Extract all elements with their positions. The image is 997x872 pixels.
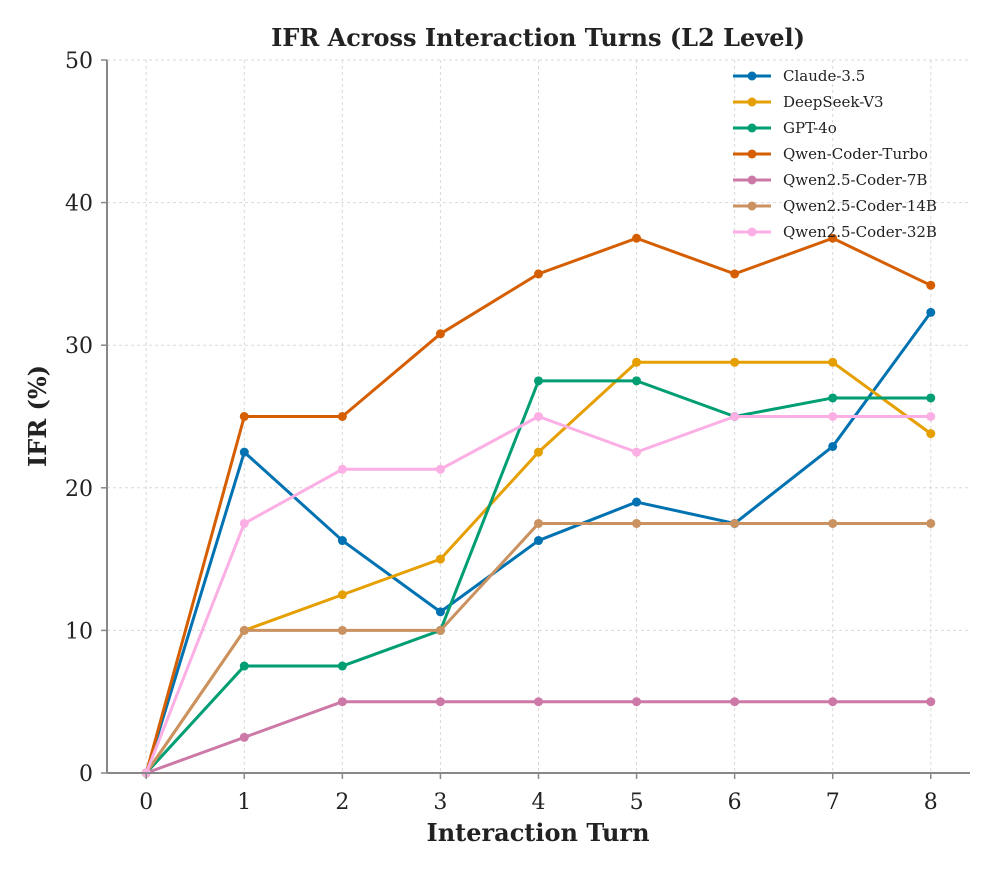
data-point: [337, 625, 347, 635]
legend-item: DeepSeek-V3: [733, 93, 884, 111]
data-point: [632, 233, 642, 243]
legend-item: Claude-3.5: [733, 67, 865, 85]
legend-marker: [747, 97, 757, 107]
legend-label: DeepSeek-V3: [783, 93, 884, 111]
data-point: [632, 357, 642, 367]
legend-marker: [747, 149, 757, 159]
data-point: [632, 497, 642, 507]
legend-item: Qwen2.5-Coder-7B: [733, 171, 927, 189]
legend-label: Qwen-Coder-Turbo: [783, 145, 928, 163]
legend-marker: [747, 201, 757, 211]
legend-item: Qwen2.5-Coder-14B: [733, 197, 937, 215]
data-point: [730, 412, 740, 421]
data-point: [435, 464, 445, 474]
legend-label: Claude-3.5: [783, 67, 865, 85]
data-point: [337, 464, 347, 474]
data-point: [926, 697, 936, 707]
data-point: [926, 307, 936, 317]
data-point: [435, 554, 445, 564]
data-point: [926, 280, 936, 290]
x-tick-label: 5: [630, 790, 644, 815]
data-point: [534, 697, 543, 707]
data-point: [828, 393, 838, 403]
legend-label: Qwen2.5-Coder-32B: [783, 223, 937, 241]
data-point: [337, 697, 347, 707]
data-point: [239, 412, 249, 421]
y-tick-label: 0: [79, 762, 93, 787]
data-point: [828, 518, 838, 528]
x-tick-label: 1: [237, 790, 251, 815]
y-tick-label: 40: [65, 192, 93, 217]
data-point: [534, 376, 543, 386]
y-tick-label: 20: [65, 477, 93, 502]
legend: Claude-3.5 DeepSeek-V3 GPT-4o Qwen-Coder-Tu…: [733, 67, 937, 241]
data-point: [534, 412, 543, 421]
ticks: 0 10 20 30 40 50 0 1 2 3 4 5 6 7 8: [65, 49, 938, 815]
legend-label: GPT-4o: [783, 119, 837, 137]
data-point: [926, 429, 936, 439]
x-tick-label: 2: [335, 790, 349, 815]
y-tick-label: 50: [65, 49, 93, 74]
data-point: [632, 447, 642, 457]
legend-item: GPT-4o: [733, 119, 837, 137]
x-tick-label: 3: [433, 790, 447, 815]
legend-item: Qwen-Coder-Turbo: [733, 145, 928, 163]
x-tick-label: 7: [826, 790, 840, 815]
chart-title: IFR Across Interaction Turns (L2 Level): [271, 23, 805, 52]
data-point: [828, 233, 838, 243]
x-tick-label: 8: [924, 790, 938, 815]
x-tick-label: 4: [532, 790, 546, 815]
data-point: [828, 357, 838, 367]
data-point: [337, 590, 347, 600]
data-point: [337, 412, 347, 421]
data-point: [435, 697, 445, 707]
data-point: [632, 376, 642, 386]
data-point: [534, 269, 543, 279]
legend-label: Qwen2.5-Coder-14B: [783, 197, 937, 215]
legend-marker: [747, 175, 757, 185]
legend-item: Qwen2.5-Coder-32B: [733, 223, 937, 241]
data-point: [632, 697, 642, 707]
data-point: [534, 536, 543, 546]
x-tick-label: 6: [728, 790, 742, 815]
x-tick-label: 0: [139, 790, 153, 815]
data-point: [926, 393, 936, 403]
y-tick-label: 10: [65, 619, 93, 644]
data-point: [239, 625, 249, 635]
data-point: [730, 697, 740, 707]
data-point: [239, 447, 249, 457]
data-point: [828, 697, 838, 707]
data-point: [926, 412, 936, 421]
data-point: [239, 732, 249, 742]
y-tick-label: 30: [65, 334, 93, 359]
data-point: [337, 661, 347, 671]
data-point: [828, 412, 838, 421]
data-point: [534, 518, 543, 528]
data-point: [534, 447, 543, 457]
y-axis-label: IFR (%): [23, 365, 52, 467]
series-group: [141, 233, 936, 778]
data-point: [435, 625, 445, 635]
data-point: [632, 518, 642, 528]
series-line: [144, 360, 933, 775]
data-point: [730, 357, 740, 367]
data-point: [730, 269, 740, 279]
data-point: [435, 329, 445, 339]
data-point: [730, 518, 740, 528]
x-axis-label: Interaction Turn: [426, 818, 649, 847]
data-point: [435, 607, 445, 617]
legend-marker: [747, 227, 757, 237]
legend-label: Qwen2.5-Coder-7B: [783, 171, 927, 189]
data-point: [239, 518, 249, 528]
legend-marker: [747, 123, 757, 133]
data-point: [337, 536, 347, 546]
data-point: [828, 441, 838, 451]
data-point: [926, 518, 936, 528]
legend-marker: [747, 71, 757, 81]
data-point: [239, 661, 249, 671]
